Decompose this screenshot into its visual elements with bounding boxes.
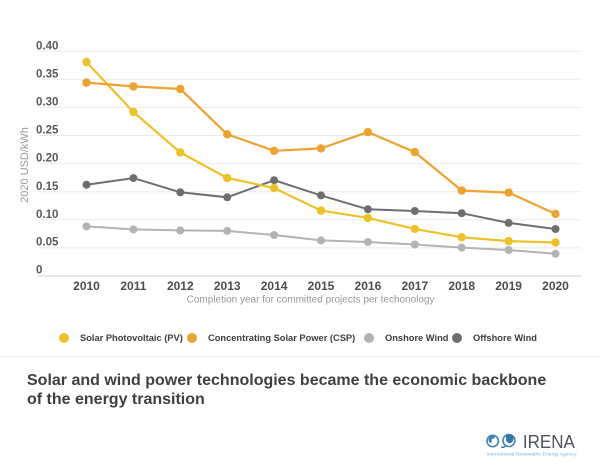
svg-text:0.10: 0.10 [36, 209, 58, 221]
svg-text:International Renewable Energy: International Renewable Energy Agency [487, 452, 578, 457]
svg-text:0.35: 0.35 [36, 68, 59, 80]
svg-text:IRENA: IRENA [523, 431, 576, 452]
svg-text:2019: 2019 [495, 279, 522, 293]
svg-text:Completion year for committed: Completion year for committed projects p… [187, 295, 435, 306]
svg-text:2014: 2014 [261, 279, 288, 293]
svg-text:0.15: 0.15 [36, 181, 59, 193]
svg-text:2011: 2011 [120, 279, 146, 293]
svg-text:2018: 2018 [448, 279, 475, 293]
svg-text:0.25: 0.25 [36, 125, 59, 137]
svg-text:2013: 2013 [214, 279, 241, 293]
svg-text:2012: 2012 [167, 279, 194, 293]
svg-text:2017: 2017 [401, 279, 428, 293]
svg-text:0.05: 0.05 [36, 236, 59, 248]
svg-text:0.20: 0.20 [36, 153, 58, 165]
svg-text:0.40: 0.40 [36, 40, 58, 52]
svg-text:2015: 2015 [308, 279, 335, 293]
svg-text:0: 0 [36, 265, 42, 277]
svg-text:2020: 2020 [542, 279, 569, 293]
svg-text:2010: 2010 [73, 279, 100, 293]
svg-text:2020 USD/kWh: 2020 USD/kWh [19, 127, 31, 203]
svg-text:0.30: 0.30 [36, 97, 58, 109]
svg-text:2016: 2016 [355, 279, 382, 293]
